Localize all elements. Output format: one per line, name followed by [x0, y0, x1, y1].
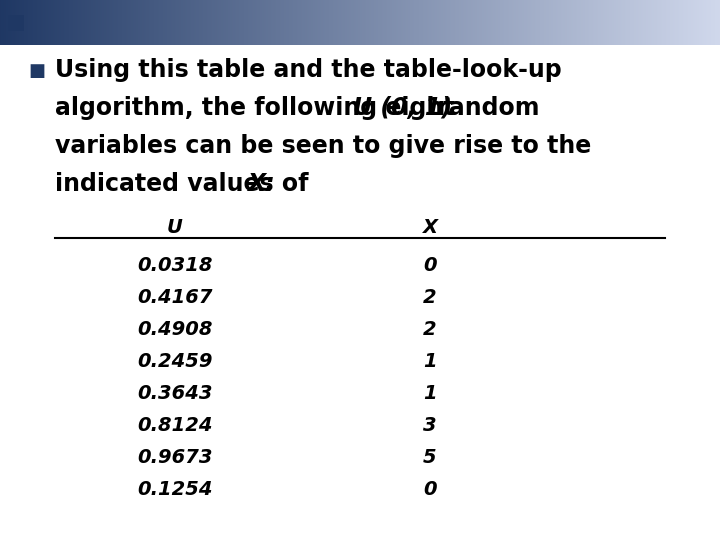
Text: variables can be seen to give rise to the: variables can be seen to give rise to th… [55, 134, 591, 158]
Text: 0.2459: 0.2459 [138, 352, 212, 371]
Text: U (0, 1): U (0, 1) [353, 96, 451, 120]
Text: X: X [423, 218, 438, 237]
Text: 0.9673: 0.9673 [138, 448, 212, 467]
Text: 0: 0 [423, 480, 437, 499]
Text: 0.3643: 0.3643 [138, 384, 212, 403]
Text: algorithm, the following eight: algorithm, the following eight [55, 96, 463, 120]
Text: 0.0318: 0.0318 [138, 256, 212, 275]
Text: 1: 1 [423, 352, 437, 371]
Text: 3: 3 [423, 416, 437, 435]
Text: ■: ■ [28, 62, 45, 80]
Text: 2: 2 [423, 320, 437, 339]
Text: Using this table and the table-look-up: Using this table and the table-look-up [55, 58, 562, 82]
Text: 0.8124: 0.8124 [138, 416, 212, 435]
Text: U: U [167, 218, 183, 237]
Text: random: random [429, 96, 540, 120]
Text: 0: 0 [423, 256, 437, 275]
Text: 1: 1 [423, 384, 437, 403]
Text: indicated values of: indicated values of [55, 172, 317, 196]
Text: X:: X: [247, 172, 275, 196]
Text: 0.4167: 0.4167 [138, 288, 212, 307]
Text: 0.1254: 0.1254 [138, 480, 212, 499]
Text: 2: 2 [423, 288, 437, 307]
Text: 5: 5 [423, 448, 437, 467]
Bar [8, 15, 24, 30]
Text: 0.4908: 0.4908 [138, 320, 212, 339]
